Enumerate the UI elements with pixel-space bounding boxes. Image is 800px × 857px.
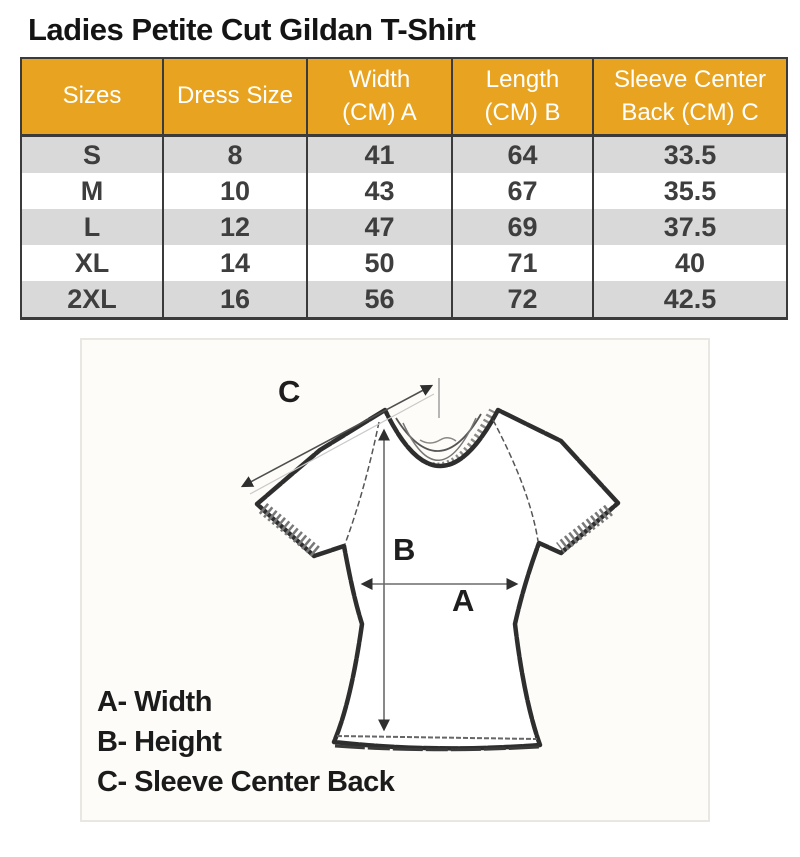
measure-label-c: C xyxy=(278,374,301,409)
column-header-dress-size: Dress Size xyxy=(162,58,307,137)
table-cell: 41 xyxy=(306,135,452,173)
table-cell: 40 xyxy=(592,245,787,281)
tshirt-diagram xyxy=(240,378,621,752)
table-cell: 50 xyxy=(306,245,452,281)
measure-label-a: A xyxy=(452,583,475,618)
table-cell: XL xyxy=(74,248,110,278)
table-row: 2XL 16 56 72 42.5 xyxy=(21,281,787,319)
column-header-sizes: Sizes xyxy=(21,58,163,137)
table-cell: 16 xyxy=(162,281,307,319)
table-cell: 12 xyxy=(162,209,307,245)
collar-inner-line xyxy=(419,437,457,444)
legend-item: C- Sleeve Center Back xyxy=(97,766,395,798)
table-cell: 72 xyxy=(451,281,593,319)
column-header-length: Length (CM) B xyxy=(451,58,593,137)
right-cuff-ribbing xyxy=(556,504,613,554)
table-cell: 35.5 xyxy=(592,173,787,209)
size-chart-table: Sizes Dress Size Width (CM) A Length (CM… xyxy=(20,57,788,320)
measurement-legend: A- Width B- Height C- Sleeve Center Back xyxy=(97,682,395,802)
table-cell: 33.5 xyxy=(592,135,787,173)
table-cell: 67 xyxy=(451,173,593,209)
table-row: XL 14 50 71 40 xyxy=(21,245,787,281)
measure-label-b: B xyxy=(393,532,416,567)
table-row: M 10 43 67 35.5 xyxy=(21,173,787,209)
table-header-row: Sizes Dress Size Width (CM) A Length (CM… xyxy=(21,58,787,137)
right-sleeve-seam xyxy=(492,419,539,542)
table-cell: S xyxy=(82,140,101,170)
table-cell: 8 xyxy=(162,135,307,173)
table-cell: 43 xyxy=(306,173,452,209)
column-header-sleeve-center-back: Sleeve Center Back (CM) C xyxy=(592,58,787,137)
table-cell: 47 xyxy=(306,209,452,245)
table-cell: 64 xyxy=(451,135,593,173)
page-title: Ladies Petite Cut Gildan T-Shirt xyxy=(28,12,476,47)
table-cell: 10 xyxy=(162,173,307,209)
hem-stitching xyxy=(336,735,538,740)
left-cuff-ribbing xyxy=(258,502,321,558)
measure-line-c xyxy=(240,384,434,488)
table-cell: 56 xyxy=(306,281,452,319)
table-cell: L xyxy=(83,212,101,242)
table-cell: 2XL xyxy=(67,284,117,314)
table-row: S 8 41 64 33.5 xyxy=(21,135,787,173)
table-cell: 71 xyxy=(451,245,593,281)
table-cell: 14 xyxy=(162,245,307,281)
hem-edge xyxy=(334,744,540,752)
table-cell: M xyxy=(80,176,104,206)
table-cell: 69 xyxy=(451,209,593,245)
table-cell: 37.5 xyxy=(592,209,787,245)
legend-item: B- Height xyxy=(97,726,222,758)
table-row: L 12 47 69 37.5 xyxy=(21,209,787,245)
legend-item: A- Width xyxy=(97,686,212,718)
measurement-diagram: C B A A- Width B- Height C- Sleeve Cente… xyxy=(80,338,710,822)
table-cell: 42.5 xyxy=(592,281,787,319)
column-header-width: Width (CM) A xyxy=(306,58,452,137)
